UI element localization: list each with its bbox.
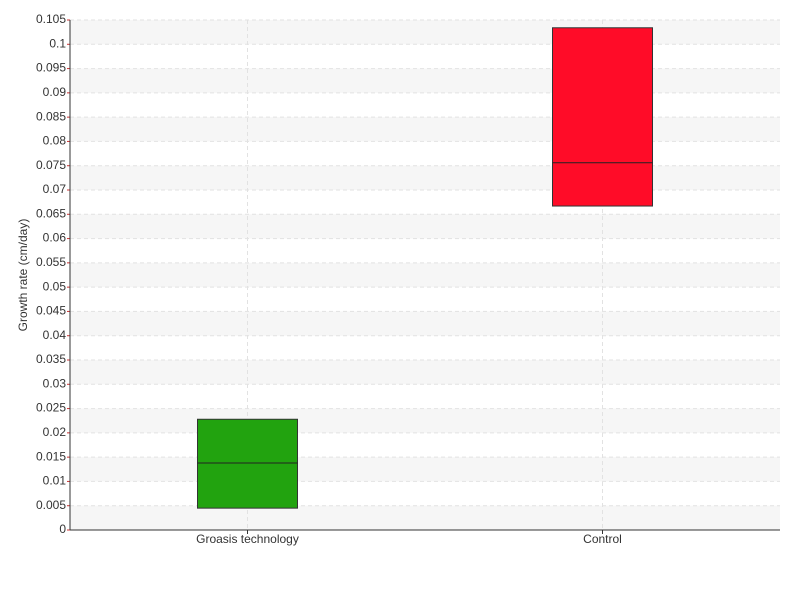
y-tick-label: 0.08 bbox=[43, 134, 67, 148]
grid-band bbox=[70, 68, 780, 93]
grid-band bbox=[70, 165, 780, 190]
grid-band bbox=[70, 262, 780, 288]
y-tick-label: 0.065 bbox=[36, 206, 66, 220]
y-tick-label: 0.07 bbox=[43, 182, 67, 196]
y-tick-label: 0.015 bbox=[36, 449, 66, 463]
grid-band bbox=[70, 20, 780, 45]
grid-band bbox=[70, 214, 780, 239]
y-tick-label: 0.045 bbox=[36, 304, 66, 318]
y-tick-label: 0.105 bbox=[36, 12, 66, 26]
grid-band bbox=[70, 408, 780, 433]
y-tick-label: 0.005 bbox=[36, 498, 66, 512]
y-tick-label: 0.055 bbox=[36, 255, 66, 269]
y-tick-label: 0.06 bbox=[43, 231, 67, 245]
grid-band bbox=[70, 457, 780, 482]
y-tick-label: 0 bbox=[59, 522, 66, 536]
y-tick-label: 0.04 bbox=[43, 328, 67, 342]
y-tick-label: 0.03 bbox=[43, 376, 67, 390]
y-tick-label: 0.1 bbox=[49, 36, 66, 50]
y-tick-label: 0.01 bbox=[43, 474, 67, 488]
grid-band bbox=[70, 117, 780, 142]
box bbox=[197, 418, 298, 509]
y-tick-label: 0.025 bbox=[36, 401, 66, 415]
box bbox=[552, 27, 653, 207]
y-tick-label: 0.085 bbox=[36, 109, 66, 123]
y-tick-label: 0.035 bbox=[36, 352, 66, 366]
y-tick-label: 0.09 bbox=[43, 85, 67, 99]
grid-band bbox=[70, 311, 780, 336]
grid-band bbox=[70, 505, 780, 530]
y-tick-label: 0.095 bbox=[36, 61, 66, 75]
y-tick-label: 0.02 bbox=[43, 425, 67, 439]
x-tick-label: Control bbox=[583, 532, 622, 546]
grid-band bbox=[70, 360, 780, 385]
x-tick-label: Groasis technology bbox=[196, 532, 299, 546]
y-tick-label: 0.075 bbox=[36, 158, 66, 172]
y-tick-label: 0.05 bbox=[43, 279, 67, 293]
y-axis-label: Growth rate (cm/day) bbox=[16, 219, 30, 332]
